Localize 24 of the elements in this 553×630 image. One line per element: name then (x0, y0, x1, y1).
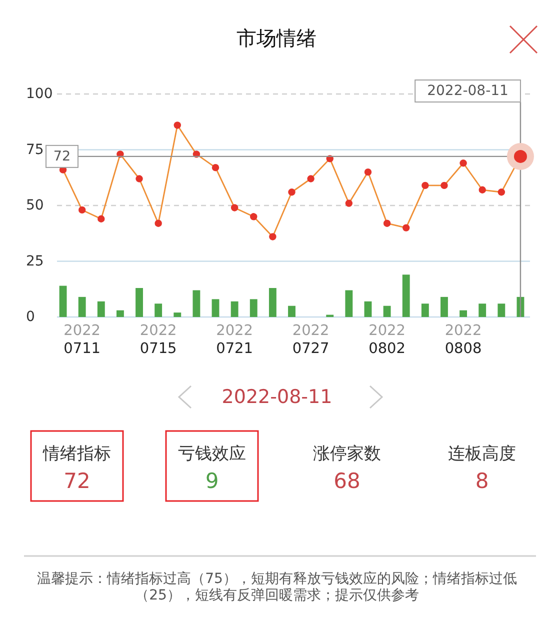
text: 2022-08-11 (222, 386, 332, 408)
y-tick-label: 50 (26, 198, 44, 214)
x-tick-label: 2022 0711 (64, 323, 101, 357)
text: 温馨提示：情绪指标过高（75），短期有释放亏钱效应的风险；情绪指标过低（25），短线有反弹回暖需求；提示仅供参考 (37, 571, 517, 604)
data-label: 68 (334, 469, 360, 493)
y-tick-label: 100 (26, 86, 53, 102)
x-tick-label: 2022 0727 (292, 323, 330, 357)
ref-line-label: 72 (53, 148, 71, 164)
annotation: 2022-08-11 (427, 83, 508, 99)
data-label: 9 (205, 469, 219, 493)
category-label: 连板高度 (448, 444, 516, 464)
category-label: 亏钱效应 (178, 444, 246, 464)
y-tick-label: 75 (26, 142, 44, 158)
x-tick-label: 2022 0802 (368, 323, 406, 357)
data-label: 8 (475, 469, 489, 493)
data-label: 72 (64, 469, 90, 493)
y-tick-label: 25 (26, 253, 44, 270)
category-label: 情绪指标 (42, 444, 111, 464)
y-tick-label: 0 (26, 309, 35, 325)
x-tick-label: 2022 0721 (216, 323, 254, 357)
chart-title: 市场情绪 (236, 26, 316, 50)
x-tick-label: 2022 0808 (444, 323, 482, 357)
category-label: 涨停家数 (313, 444, 381, 464)
x-tick-label: 2022 0715 (140, 323, 177, 357)
